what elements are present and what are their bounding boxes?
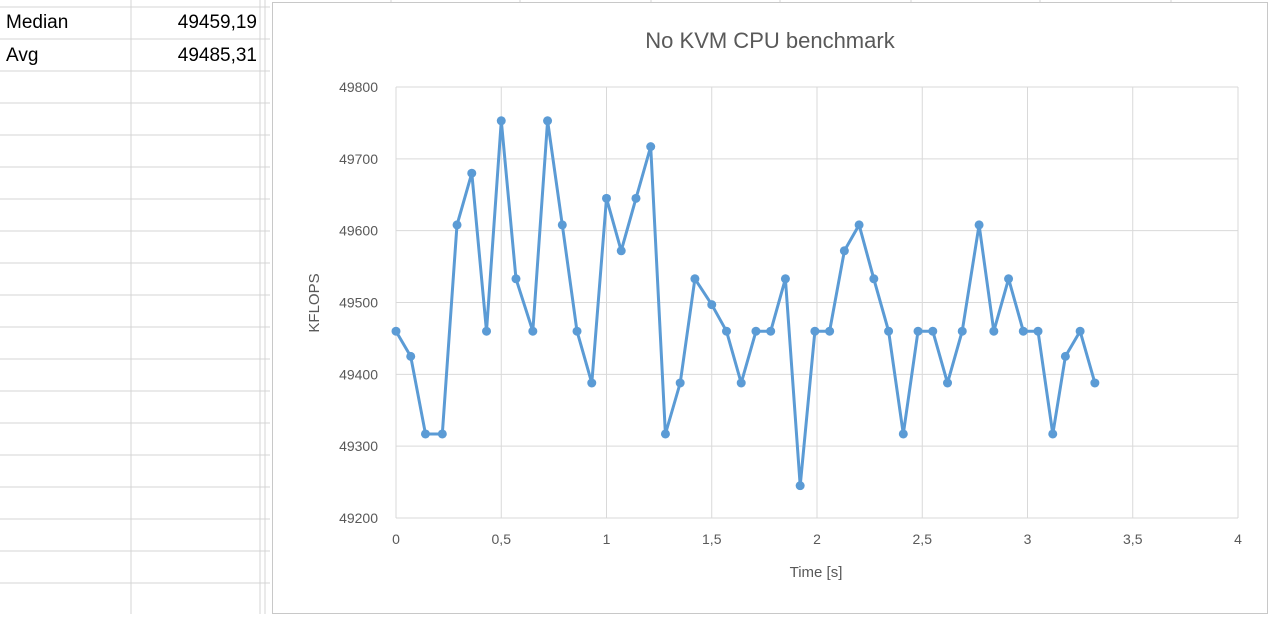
data-point[interactable] — [825, 326, 835, 336]
data-point[interactable] — [557, 220, 567, 230]
data-point[interactable] — [543, 116, 553, 126]
data-point[interactable] — [736, 378, 746, 388]
x-tick-label: 4 — [1234, 531, 1242, 547]
y-tick-label: 49800 — [339, 79, 378, 95]
data-point[interactable] — [795, 481, 805, 491]
cell-median-value[interactable]: 49459,19 — [177, 12, 257, 33]
cell-median-label[interactable]: Median — [6, 12, 69, 33]
data-point[interactable] — [974, 220, 984, 230]
chart-title: No KVM CPU benchmark — [645, 28, 895, 53]
data-point[interactable] — [989, 326, 999, 336]
data-point[interactable] — [1048, 429, 1058, 439]
cell-avg-value[interactable]: 49485,31 — [177, 45, 257, 66]
x-tick-label: 1 — [603, 531, 611, 547]
x-tick-label: 3 — [1024, 531, 1032, 547]
data-point[interactable] — [1004, 274, 1014, 284]
data-point[interactable] — [839, 246, 849, 256]
y-tick-label: 49200 — [339, 510, 378, 526]
data-point[interactable] — [707, 300, 717, 310]
data-point[interactable] — [452, 220, 462, 230]
data-point[interactable] — [646, 142, 656, 152]
data-point[interactable] — [810, 326, 820, 336]
data-point[interactable] — [1033, 326, 1043, 336]
y-tick-label: 49500 — [339, 295, 378, 311]
data-point[interactable] — [869, 274, 879, 284]
data-point[interactable] — [675, 378, 685, 388]
data-point[interactable] — [437, 429, 447, 439]
data-point[interactable] — [467, 168, 477, 178]
x-tick-label: 0 — [392, 531, 400, 547]
data-point[interactable] — [1018, 326, 1028, 336]
line-chart: No KVM CPU benchmark Time [s] KFLOPS 492… — [306, 28, 1242, 581]
data-point[interactable] — [928, 326, 938, 336]
data-point[interactable] — [406, 351, 416, 361]
data-point[interactable] — [528, 326, 538, 336]
x-tick-label: 2,5 — [913, 531, 933, 547]
data-point[interactable] — [511, 274, 521, 284]
data-point[interactable] — [420, 429, 430, 439]
data-point[interactable] — [1090, 378, 1100, 388]
data-point[interactable] — [751, 326, 761, 336]
data-point[interactable] — [884, 326, 894, 336]
data-point[interactable] — [572, 326, 582, 336]
data-point[interactable] — [898, 429, 908, 439]
data-point[interactable] — [780, 274, 790, 284]
data-point[interactable] — [690, 274, 700, 284]
data-point[interactable] — [957, 326, 967, 336]
data-point[interactable] — [482, 326, 492, 336]
y-tick-label: 49700 — [339, 151, 378, 167]
data-point[interactable] — [766, 326, 776, 336]
y-tick-label: 49400 — [339, 366, 378, 382]
y-axis-label: KFLOPS — [306, 273, 323, 332]
data-point[interactable] — [854, 220, 864, 230]
data-point[interactable] — [602, 193, 611, 203]
data-point[interactable] — [660, 429, 670, 439]
data-point[interactable] — [616, 246, 626, 256]
chart-area[interactable]: No KVM CPU benchmark Time [s] KFLOPS 492… — [272, 2, 1268, 614]
x-tick-label: 2 — [813, 531, 821, 547]
data-point[interactable] — [496, 116, 506, 126]
y-tick-label: 49600 — [339, 223, 378, 239]
x-axis-label: Time [s] — [790, 564, 843, 581]
y-tick-label: 49300 — [339, 438, 378, 454]
x-tick-label: 0,5 — [492, 531, 512, 547]
x-tick-label: 1,5 — [702, 531, 722, 547]
data-point[interactable] — [1060, 351, 1070, 361]
x-tick-label: 3,5 — [1123, 531, 1143, 547]
data-point[interactable] — [721, 326, 731, 336]
data-point[interactable] — [913, 326, 923, 336]
data-point[interactable] — [943, 378, 953, 388]
data-point[interactable] — [587, 378, 597, 388]
series-line — [394, 119, 1097, 488]
data-point[interactable] — [391, 326, 401, 336]
data-point[interactable] — [631, 193, 641, 203]
cell-avg-label[interactable]: Avg — [6, 45, 39, 66]
data-point[interactable] — [1075, 326, 1085, 336]
